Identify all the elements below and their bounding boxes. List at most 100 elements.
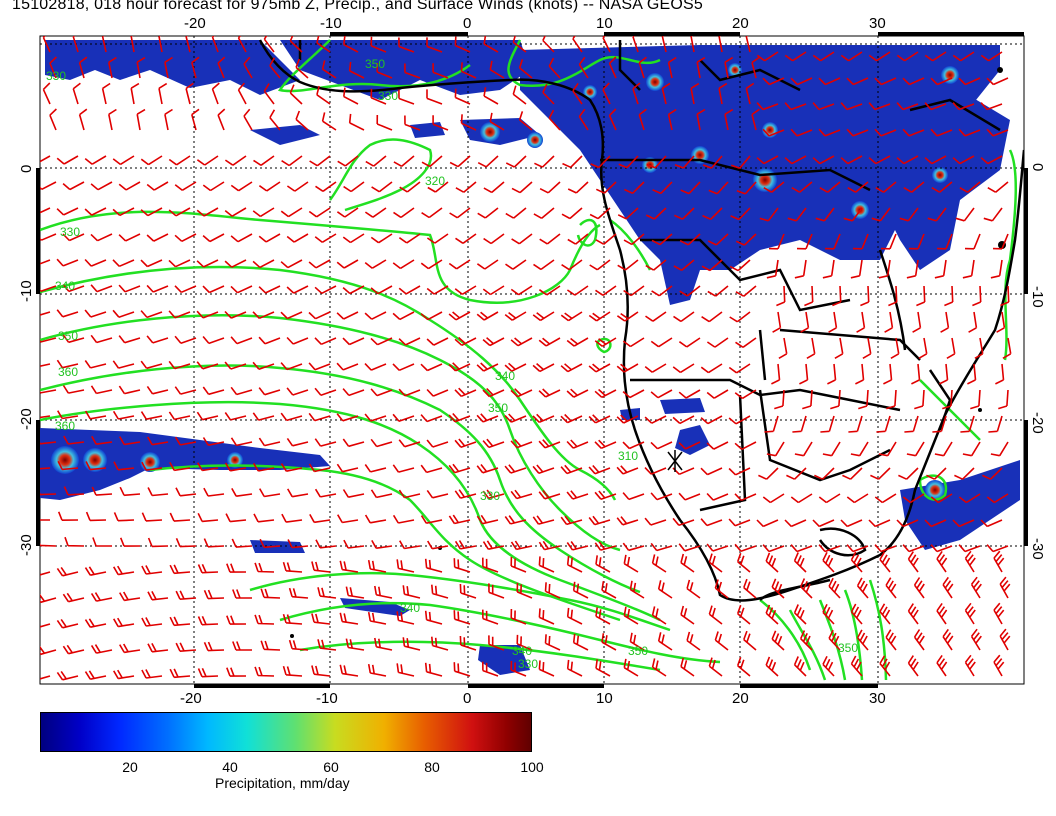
wind-barb bbox=[638, 108, 647, 131]
wind-barb bbox=[282, 613, 303, 625]
wind-barb bbox=[258, 336, 281, 345]
wind-barb bbox=[321, 60, 337, 79]
wind-barb bbox=[448, 259, 471, 270]
wind-barb bbox=[343, 36, 359, 53]
wind-barb bbox=[398, 439, 421, 448]
wind-barb bbox=[601, 633, 617, 651]
wind-barb bbox=[756, 155, 779, 165]
wind-barb bbox=[140, 207, 163, 217]
wind-barb bbox=[314, 488, 337, 498]
wind-barb bbox=[42, 82, 51, 105]
wind-barb bbox=[224, 207, 247, 217]
wind-barb bbox=[62, 283, 85, 293]
wind-barb bbox=[460, 114, 477, 131]
wind-barb bbox=[974, 337, 984, 359]
wind-barb bbox=[594, 388, 617, 399]
wind-barb bbox=[449, 207, 471, 219]
wind-barb bbox=[876, 415, 891, 433]
wind-barb bbox=[40, 593, 57, 604]
wind-barb bbox=[62, 644, 85, 655]
wind-barb bbox=[532, 515, 555, 525]
wind-barb bbox=[827, 363, 837, 385]
wind-barb bbox=[672, 517, 695, 527]
wind-barb bbox=[846, 77, 869, 86]
wind-barb bbox=[538, 285, 561, 296]
wind-barb bbox=[252, 412, 275, 421]
colorbar-tick: 60 bbox=[323, 759, 339, 775]
wind-barb bbox=[944, 285, 954, 307]
wind-barb bbox=[730, 155, 751, 170]
wind-barb bbox=[203, 641, 225, 652]
wind-barb bbox=[164, 56, 173, 79]
wind-barb bbox=[539, 181, 561, 194]
wind-barb bbox=[912, 311, 922, 333]
wind-barb bbox=[566, 388, 589, 398]
wind-barb bbox=[269, 109, 281, 131]
wind-barb bbox=[211, 36, 219, 53]
wind-barb bbox=[175, 590, 197, 600]
wind-barb bbox=[168, 360, 191, 370]
wind-barb bbox=[734, 389, 757, 400]
lon-label: 10 bbox=[596, 15, 613, 32]
wind-barb bbox=[140, 310, 163, 319]
height-contours bbox=[40, 39, 1017, 681]
wind-barb bbox=[828, 629, 841, 651]
wind-barb bbox=[371, 540, 393, 549]
wind-barb bbox=[40, 259, 51, 265]
coastlines bbox=[258, 39, 1024, 602]
wind-barb bbox=[602, 82, 611, 105]
wind-barb bbox=[572, 36, 583, 53]
wind-barb bbox=[253, 155, 275, 166]
wind-barb bbox=[879, 603, 891, 625]
wind-barb bbox=[426, 439, 449, 448]
wind-barb bbox=[518, 111, 533, 131]
wind-barb bbox=[287, 488, 309, 498]
wind-barb bbox=[629, 580, 645, 599]
wind-barb bbox=[686, 579, 701, 599]
wind-barb bbox=[667, 108, 677, 131]
wind-barb bbox=[885, 629, 897, 651]
wind-barb bbox=[62, 334, 85, 344]
wind-barb bbox=[169, 616, 191, 627]
plot-title: 15102818, 018 hour forecast for 975mb Z,… bbox=[12, 0, 704, 13]
wind-barb bbox=[815, 207, 835, 222]
wind-barb bbox=[952, 519, 975, 528]
wind-barb bbox=[762, 493, 785, 504]
wind-barb bbox=[822, 603, 835, 625]
wind-barb bbox=[40, 155, 51, 163]
wind-barb bbox=[489, 112, 505, 131]
wind-barb bbox=[426, 489, 449, 499]
wind-barb bbox=[638, 56, 647, 79]
wind-barb bbox=[700, 415, 723, 425]
wind-barb bbox=[424, 662, 443, 677]
wind-barb bbox=[343, 87, 359, 105]
wind-barb bbox=[510, 556, 527, 573]
wind-barb bbox=[758, 467, 779, 480]
wind-barb bbox=[820, 415, 835, 433]
wind-barb bbox=[958, 128, 981, 137]
wind-barb bbox=[482, 540, 505, 550]
wind-barb bbox=[420, 311, 443, 321]
wind-barb bbox=[169, 668, 191, 679]
wind-barb bbox=[812, 51, 835, 62]
wind-barb bbox=[964, 602, 976, 625]
wind-barb bbox=[793, 656, 807, 677]
wind-barb bbox=[196, 259, 219, 268]
wind-barb bbox=[286, 285, 309, 294]
wind-barb bbox=[345, 586, 365, 599]
wind-barb bbox=[908, 233, 925, 250]
wind-barb bbox=[113, 512, 135, 522]
wind-barb bbox=[646, 155, 667, 169]
wind-barb bbox=[56, 670, 79, 681]
lat-labels-left: 0 -10 -20 -30 bbox=[18, 165, 35, 556]
wind-barb bbox=[393, 207, 415, 219]
wind-barb bbox=[426, 89, 443, 105]
wind-barb bbox=[40, 492, 57, 496]
wind-barb bbox=[595, 233, 617, 245]
wind-barb bbox=[927, 207, 947, 222]
wind-barb bbox=[822, 259, 835, 279]
wind-barb bbox=[511, 181, 533, 194]
wind-barb bbox=[618, 155, 639, 169]
wind-barb bbox=[118, 284, 141, 293]
wind-barb bbox=[657, 580, 673, 599]
